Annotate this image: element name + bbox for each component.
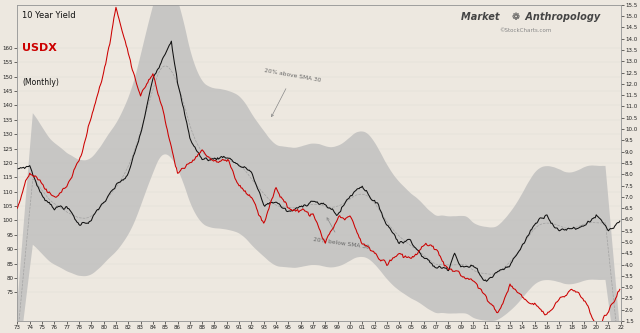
- Text: Anthropology: Anthropology: [522, 12, 600, 22]
- Text: 20% above SMA 30: 20% above SMA 30: [264, 69, 321, 117]
- Text: USDX: USDX: [22, 43, 57, 53]
- Text: 20% below SMA 30: 20% below SMA 30: [313, 218, 370, 250]
- Text: Market: Market: [461, 12, 506, 22]
- Text: 10 Year Yield: 10 Year Yield: [22, 11, 76, 20]
- Text: ©StockCharts.com: ©StockCharts.com: [499, 28, 552, 33]
- Text: (Monthly): (Monthly): [22, 78, 59, 87]
- Text: ❁: ❁: [512, 12, 520, 22]
